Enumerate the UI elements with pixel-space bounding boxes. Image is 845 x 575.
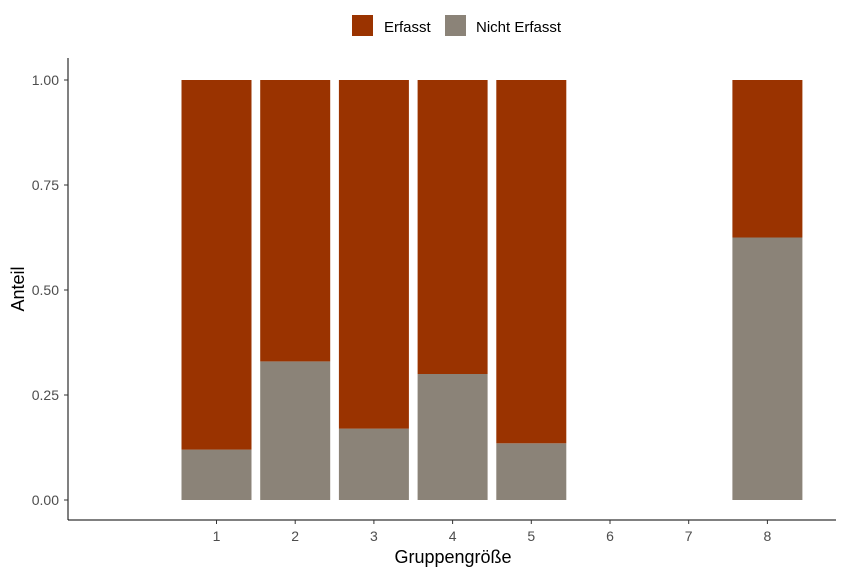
bar-erfasst-4 — [417, 80, 488, 374]
x-tick-label: 2 — [291, 528, 299, 544]
y-tick-label: 0.50 — [32, 282, 59, 298]
legend-swatch-erfasst — [352, 15, 373, 36]
y-tick-label: 0.75 — [32, 177, 59, 193]
bar-nicht-erfasst-3 — [338, 428, 409, 500]
y-tick-label: 0.25 — [32, 387, 59, 403]
bar-nicht-erfasst-4 — [417, 374, 488, 500]
y-axis-title: Anteil — [8, 266, 28, 311]
x-tick-label: 8 — [764, 528, 772, 544]
bar-erfasst-8 — [732, 80, 803, 238]
x-tick-label: 1 — [213, 528, 221, 544]
bar-erfasst-2 — [260, 80, 331, 362]
bar-nicht-erfasst-2 — [260, 361, 331, 500]
x-tick-label: 6 — [606, 528, 614, 544]
x-axis-ticks: 1 2 3 4 5 6 7 8 — [213, 520, 772, 544]
bar-nicht-erfasst-5 — [496, 443, 567, 500]
bar-erfasst-3 — [338, 80, 409, 429]
bar-erfasst-1 — [181, 80, 252, 450]
y-tick-label: 1.00 — [32, 72, 59, 88]
x-axis-title: Gruppengröße — [394, 547, 511, 567]
y-tick-label: 0.00 — [32, 492, 59, 508]
legend: Erfasst Nicht Erfasst — [352, 15, 562, 36]
bars — [181, 80, 803, 500]
bar-nicht-erfasst-1 — [181, 449, 252, 500]
bar-erfasst-5 — [496, 80, 567, 444]
y-axis-ticks: 0.00 0.25 0.50 0.75 1.00 — [32, 72, 68, 508]
bar-nicht-erfasst-8 — [732, 237, 803, 500]
legend-label-nicht-erfasst: Nicht Erfasst — [476, 19, 562, 36]
x-tick-label: 3 — [370, 528, 378, 544]
x-tick-label: 4 — [449, 528, 457, 544]
legend-swatch-nicht-erfasst — [445, 15, 466, 36]
legend-label-erfasst: Erfasst — [384, 19, 432, 36]
x-tick-label: 7 — [685, 528, 693, 544]
x-tick-label: 5 — [527, 528, 535, 544]
